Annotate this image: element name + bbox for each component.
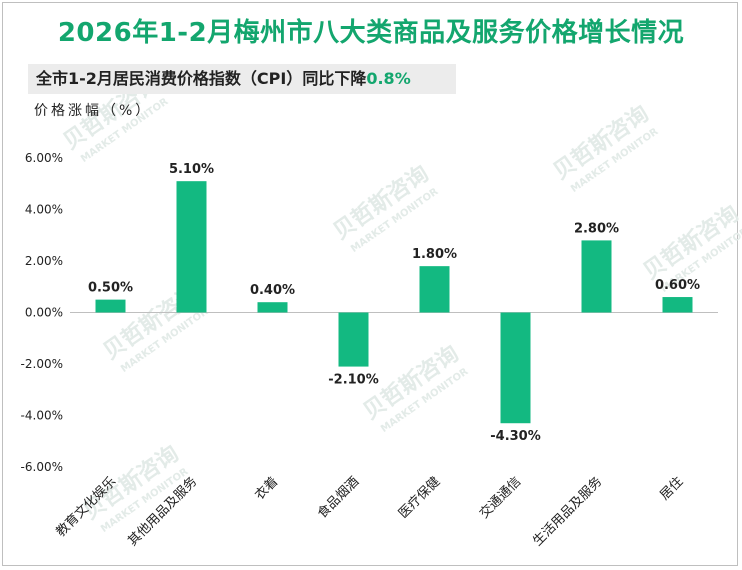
bar-6 (500, 312, 531, 424)
y-axis-label: 价格涨幅（%） (34, 103, 153, 119)
cpi-summary-banner: 全市1-2月居民消费价格指数（CPI）同比下降0.8% (28, 64, 456, 94)
chart-title: 2026年1-2月梅州市八大类商品及服务价格增长情况 (57, 18, 685, 48)
category-label-4: 食品烟酒 (314, 474, 362, 522)
category-label-3: 衣着 (252, 474, 282, 504)
data-label-5: 1.80% (412, 247, 457, 262)
category-label-6: 交通通信 (476, 474, 524, 522)
y-tick-label: -4.00% (21, 409, 63, 423)
data-label-8: 0.60% (655, 278, 700, 293)
y-tick-label: 4.00% (25, 203, 63, 217)
category-label-5: 医疗保健 (396, 474, 443, 521)
data-label-4: -2.10% (328, 373, 379, 388)
bar-2 (176, 181, 207, 313)
cpi-summary-value: 0.8% (366, 69, 411, 88)
data-label-1: 0.50% (88, 281, 133, 296)
data-label-7: 2.80% (574, 221, 619, 236)
y-tick-label: -6.00% (21, 460, 63, 474)
cpi-summary-text: 全市1-2月居民消费价格指数（CPI）同比下降 (36, 69, 367, 88)
bar-7 (581, 240, 612, 313)
category-label-8: 居住 (657, 474, 686, 503)
data-label-3: 0.40% (250, 283, 295, 298)
bar-3 (257, 302, 288, 313)
bar-4 (338, 312, 369, 367)
data-label-6: -4.30% (490, 429, 541, 444)
y-tick-label: 6.00% (25, 151, 63, 165)
y-tick-label: 2.00% (25, 254, 63, 268)
bar-5 (419, 266, 450, 313)
bar-1 (95, 299, 126, 313)
data-label-2: 5.10% (169, 162, 214, 177)
category-label-7: 生活用品及服务 (530, 474, 606, 550)
y-tick-label: 0.00% (25, 306, 63, 320)
bar-8 (662, 297, 693, 313)
y-tick-label: -2.00% (21, 357, 63, 371)
